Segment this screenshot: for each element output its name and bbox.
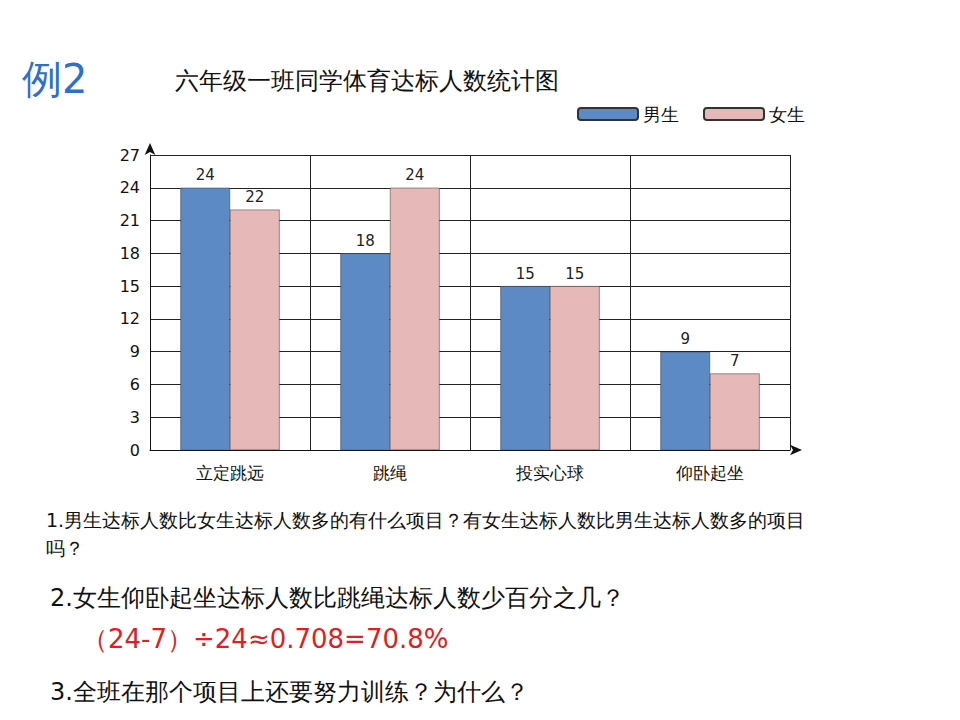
svg-text:15: 15 [516,265,535,283]
html-text:例2: 例2 [22,56,88,102]
svg-text:24: 24 [196,166,215,184]
svg-text:18: 18 [356,232,375,250]
svg-text:立定跳远: 立定跳远 [196,463,264,483]
svg-text:六年级一班同学体育达标人数统计图: 六年级一班同学体育达标人数统计图 [175,67,559,95]
svg-text:9: 9 [680,330,690,348]
svg-text:12: 12 [120,309,140,328]
svg-text:24: 24 [120,178,140,197]
svg-text:15: 15 [565,265,584,283]
svg-text:女生: 女生 [769,104,805,125]
svg-text:仰卧起坐: 仰卧起坐 [676,463,744,483]
html-text:3.全班在那个项目上还要努力训练？为什么？: 3.全班在那个项目上还要努力训练？为什么？ [50,678,529,706]
svg-text:7: 7 [730,352,740,370]
svg-text:0: 0 [130,441,140,460]
svg-text:3: 3 [130,408,140,427]
svg-text:21: 21 [120,211,140,230]
svg-text:投实心球: 投实心球 [515,463,584,483]
svg-text:27: 27 [120,146,140,165]
svg-text:跳绳: 跳绳 [373,463,407,483]
html-text:2.女生仰卧起坐达标人数比跳绳达标人数少百分之几？: 2.女生仰卧起坐达标人数比跳绳达标人数少百分之几？ [50,584,625,612]
svg-text:22: 22 [245,188,264,206]
svg-text:6: 6 [130,375,140,394]
html-text:（24-7）÷24≈0.708=70.8%: （24-7）÷24≈0.708=70.8% [82,624,449,654]
html-text:1.男生达标人数比女生达标人数多的有什么项目？有女生达标人数: 1.男生达标人数比女生达标人数多的有什么项目？有女生达标人数比男生达标人数多的项… [46,509,806,559]
svg-text:男生: 男生 [643,104,679,125]
svg-text:15: 15 [120,277,140,296]
svg-text:18: 18 [120,244,140,263]
svg-text:24: 24 [405,166,424,184]
svg-text:9: 9 [130,342,140,361]
